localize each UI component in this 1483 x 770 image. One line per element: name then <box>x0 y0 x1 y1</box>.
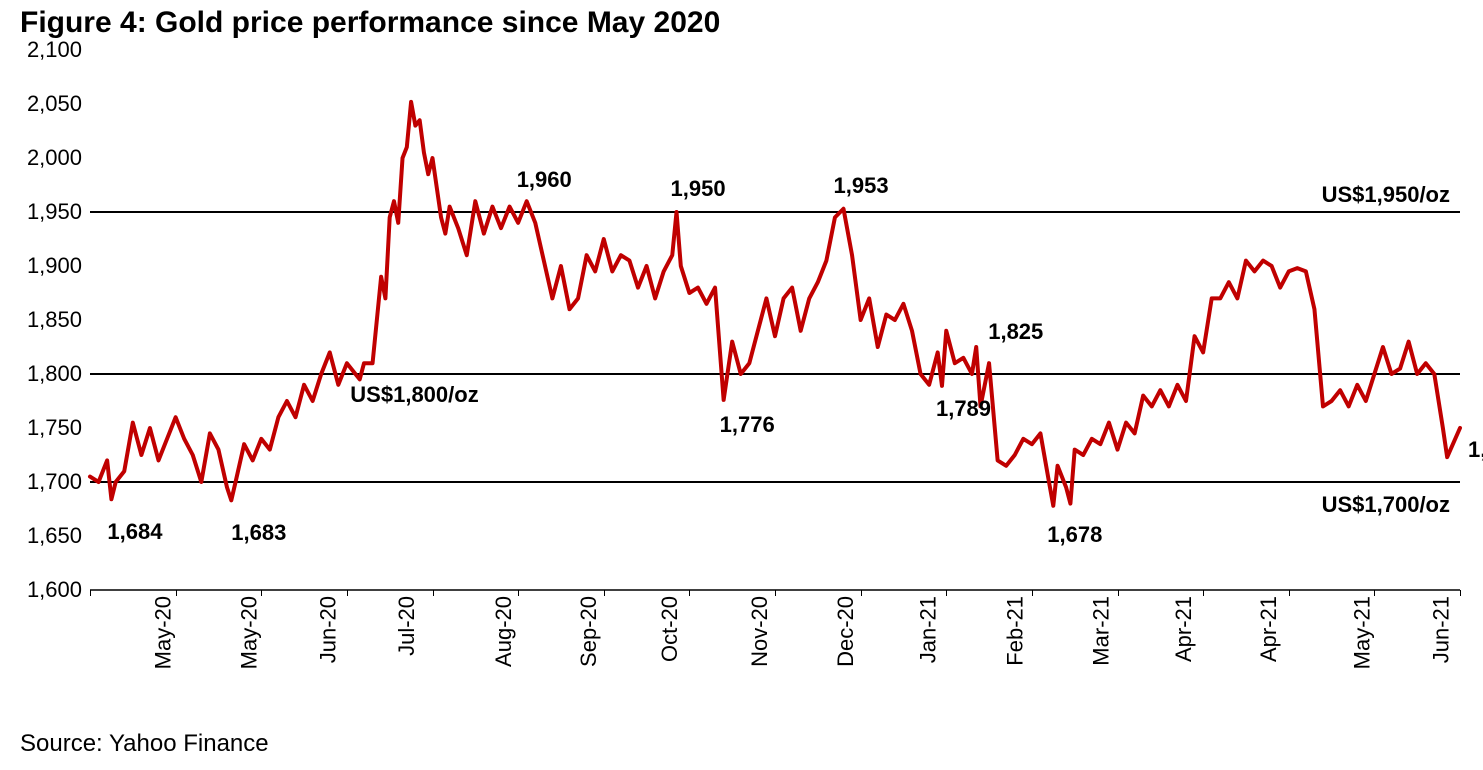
data-point-label: 1,683 <box>231 520 286 546</box>
x-tick-label: Nov-20 <box>747 596 773 667</box>
x-tick-label: Dec-20 <box>833 596 859 667</box>
x-tick-label: May-20 <box>150 596 176 669</box>
x-tick-mark <box>90 590 91 596</box>
x-tick-mark <box>1460 590 1461 596</box>
x-tick-mark <box>261 590 262 596</box>
x-tick-label: Sep-20 <box>576 596 602 667</box>
reference-line-label: US$1,800/oz <box>350 382 478 408</box>
y-tick-label: 1,600 <box>27 577 90 603</box>
y-tick-label: 2,050 <box>27 91 90 117</box>
x-tick-mark <box>1374 590 1375 596</box>
y-tick-label: 1,900 <box>27 253 90 279</box>
x-tick-mark <box>775 590 776 596</box>
source-text: Source: Yahoo Finance <box>20 730 269 758</box>
y-tick-label: 1,750 <box>27 415 90 441</box>
data-point-label: 1,825 <box>988 319 1043 345</box>
x-tick-mark <box>1032 590 1033 596</box>
x-tick-label: Oct-20 <box>657 596 683 662</box>
x-tick-label: Jun-20 <box>316 596 342 663</box>
data-point-label: 1,950 <box>671 176 726 202</box>
x-tick-mark <box>1203 590 1204 596</box>
x-tick-label: Jul-20 <box>394 596 420 656</box>
x-tick-mark <box>1118 590 1119 596</box>
y-tick-label: 1,800 <box>27 361 90 387</box>
y-tick-label: 1,850 <box>27 307 90 333</box>
chart-title: Figure 4: Gold price performance since M… <box>20 6 720 40</box>
chart-svg <box>90 50 1460 590</box>
data-point-label: 1,678 <box>1047 522 1102 548</box>
y-tick-label: 1,650 <box>27 523 90 549</box>
x-tick-label: Feb-21 <box>1003 596 1029 666</box>
data-point-label: 1,953 <box>834 173 889 199</box>
y-tick-label: 2,000 <box>27 145 90 171</box>
data-point-label: 1,723 <box>1468 437 1483 463</box>
x-tick-label: Apr-21 <box>1171 596 1197 662</box>
x-tick-label: Apr-21 <box>1256 596 1282 662</box>
x-tick-mark <box>946 590 947 596</box>
x-tick-mark <box>689 590 690 596</box>
x-tick-mark <box>1289 590 1290 596</box>
x-tick-label: Jan-21 <box>915 596 941 663</box>
x-tick-mark <box>433 590 434 596</box>
y-tick-label: 1,950 <box>27 199 90 225</box>
figure-container: Figure 4: Gold price performance since M… <box>0 0 1483 770</box>
y-tick-label: 2,100 <box>27 37 90 63</box>
reference-line-label: US$1,950/oz <box>1322 182 1450 208</box>
plot-area: 1,6001,6501,7001,7501,8001,8501,9001,950… <box>90 50 1460 590</box>
y-tick-label: 1,700 <box>27 469 90 495</box>
x-tick-label: May-20 <box>236 596 262 669</box>
x-tick-label: Mar-21 <box>1089 596 1115 666</box>
data-point-label: 1,776 <box>720 412 775 438</box>
x-tick-mark <box>347 590 348 596</box>
x-tick-label: Jun-21 <box>1429 596 1455 663</box>
reference-line-label: US$1,700/oz <box>1322 492 1450 518</box>
x-tick-mark <box>176 590 177 596</box>
x-tick-mark <box>861 590 862 596</box>
data-point-label: 1,960 <box>517 167 572 193</box>
x-tick-mark <box>604 590 605 596</box>
data-point-label: 1,684 <box>107 519 162 545</box>
x-tick-label: Aug-20 <box>490 596 516 667</box>
x-tick-mark <box>518 590 519 596</box>
data-point-label: 1,789 <box>936 396 991 422</box>
x-tick-label: May-21 <box>1349 596 1375 669</box>
